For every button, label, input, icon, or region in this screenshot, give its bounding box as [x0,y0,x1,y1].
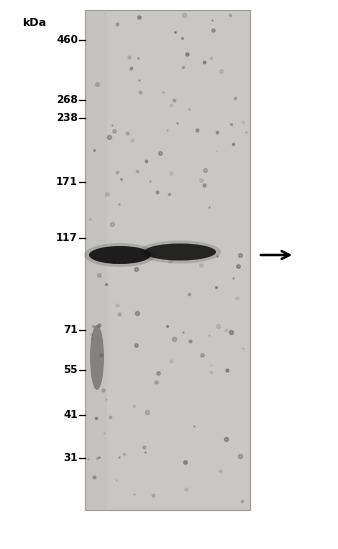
Text: 460: 460 [56,35,78,45]
Ellipse shape [139,240,221,264]
Text: 238: 238 [56,113,78,123]
Text: kDa: kDa [22,18,46,28]
Ellipse shape [144,244,216,260]
Text: 268: 268 [56,95,78,105]
Text: 71: 71 [64,325,78,335]
Text: 55: 55 [64,365,78,375]
Text: 171: 171 [56,177,78,187]
Text: 117: 117 [56,233,78,243]
Text: 31: 31 [64,453,78,463]
Ellipse shape [89,246,151,264]
Ellipse shape [90,325,104,390]
Bar [85,10,107,510]
Ellipse shape [84,243,156,267]
Text: 41: 41 [64,410,78,420]
Bar [85,10,250,510]
